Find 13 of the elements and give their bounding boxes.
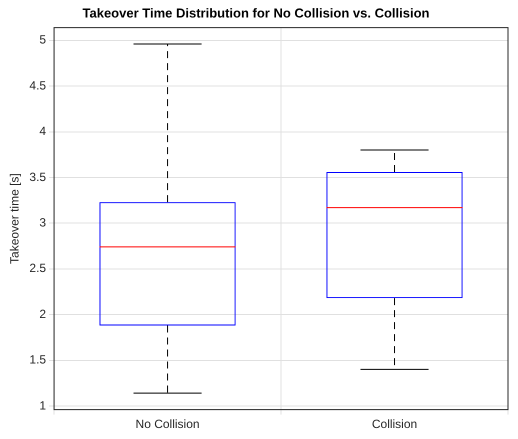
y-tick-label: 2	[39, 306, 46, 321]
y-tick-label: 4	[39, 124, 46, 138]
y-tick-label: 1.5	[29, 352, 46, 367]
x-tick-label: No Collision	[136, 417, 200, 432]
y-tick-label: 1	[39, 398, 46, 412]
y-tick-label: 3	[39, 215, 46, 230]
chart-title: Takeover Time Distribution for No Collision vs. Collision	[82, 5, 430, 20]
y-tick-label: 3.5	[29, 170, 46, 184]
y-tick-label: 4.5	[29, 78, 46, 92]
y-tick-label: 5	[39, 32, 46, 47]
y-tick-label: 2.5	[29, 261, 46, 276]
y-axis-title: Takeover time [s]	[8, 173, 22, 264]
x-tick-label: Collision	[372, 417, 418, 432]
